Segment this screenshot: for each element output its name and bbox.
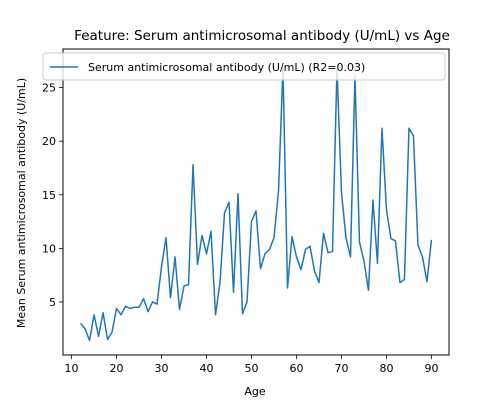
- legend: Serum antimicrosomal antibody (U/mL) (R2…: [42, 52, 446, 81]
- y-tick-label: 15: [42, 189, 56, 202]
- axis-ticks: 10 20 30 40 50 60 70 80 90 5 10 15 20 25: [42, 82, 438, 375]
- x-tick-label: 20: [110, 362, 124, 375]
- x-tick-label: 10: [65, 362, 79, 375]
- series-layer: [79, 66, 433, 342]
- series-line-0: [79, 66, 433, 342]
- y-tick-label: 20: [42, 135, 56, 148]
- x-axis-label: Age: [244, 385, 266, 398]
- chart-title: Feature: Serum antimicrosomal antibody (…: [74, 28, 450, 44]
- x-tick-label: 80: [379, 362, 393, 375]
- legend-label: Serum antimicrosomal antibody (U/mL) (R2…: [88, 61, 365, 74]
- y-tick-label: 5: [49, 296, 56, 309]
- plot-area-frame: [62, 48, 450, 356]
- y-axis-label: Mean Serum antimicrosomal antibody (U/mL…: [15, 78, 28, 328]
- y-tick-label: 25: [42, 82, 56, 95]
- y-tick-label: 10: [42, 242, 56, 255]
- legend-box: [42, 52, 446, 81]
- x-tick-label: 60: [289, 362, 303, 375]
- x-tick-label: 90: [424, 362, 438, 375]
- x-tick-label: 70: [334, 362, 348, 375]
- x-tick-label: 40: [200, 362, 214, 375]
- x-tick-label: 50: [245, 362, 259, 375]
- x-tick-label: 30: [155, 362, 169, 375]
